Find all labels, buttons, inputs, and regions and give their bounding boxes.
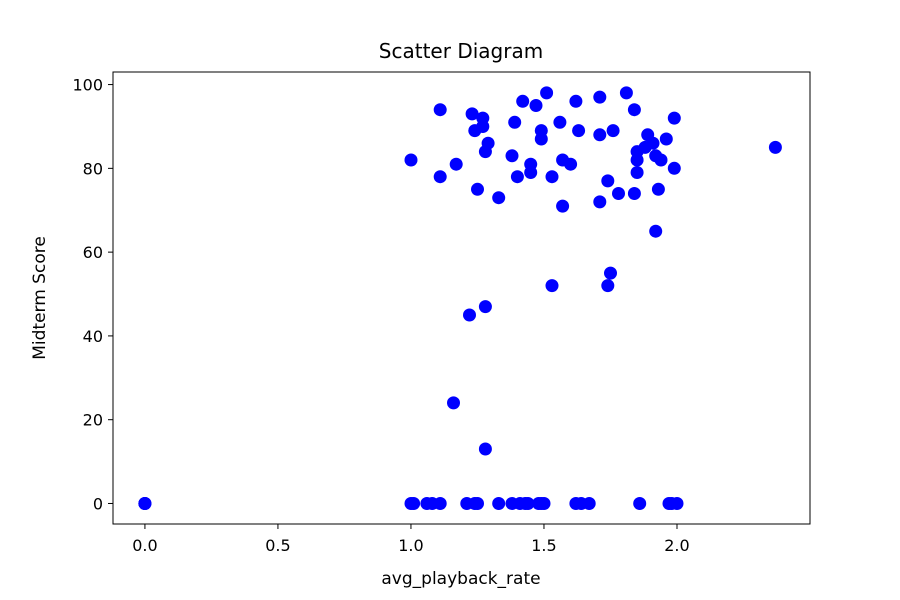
scatter-point (572, 124, 586, 138)
scatter-point (540, 86, 554, 100)
scatter-point (492, 497, 506, 510)
scatter-point (654, 153, 668, 167)
scatter-point (646, 136, 660, 150)
scatter-point (407, 497, 421, 510)
scatter-point (601, 174, 615, 188)
scatter-point (529, 99, 543, 112)
y-axis-label: Midterm Score (30, 236, 50, 360)
plot-area (138, 86, 782, 510)
scatter-point (404, 153, 418, 167)
chart-title: Scatter Diagram (379, 39, 543, 63)
x-tick-label: 0.5 (265, 536, 290, 555)
scatter-point (556, 199, 570, 213)
scatter-point (471, 182, 484, 196)
scatter-point (667, 161, 681, 175)
scatter-point (545, 279, 559, 293)
scatter-point (651, 182, 665, 196)
scatter-point (492, 191, 506, 205)
scatter-point (545, 170, 559, 184)
scatter-point (569, 94, 583, 108)
scatter-point (670, 497, 684, 510)
scatter-point (612, 187, 625, 200)
scatter-point (593, 128, 607, 142)
scatter-point (606, 124, 620, 138)
scatter-point (471, 497, 484, 510)
scatter-point (582, 497, 596, 510)
scatter-point (433, 103, 447, 117)
scatter-point (521, 497, 535, 510)
scatter-point (534, 132, 548, 146)
scatter-point (627, 187, 641, 200)
scatter-point (537, 497, 551, 510)
scatter-point (627, 103, 641, 117)
scatter-point (508, 115, 522, 129)
scatter-point (516, 94, 530, 108)
y-tick-label: 0 (93, 494, 103, 513)
y-tick-label: 80 (83, 159, 103, 178)
scatter-point (478, 300, 492, 314)
scatter-point (510, 170, 524, 184)
scatter-point (604, 266, 617, 280)
scatter-point (505, 149, 519, 163)
scatter-point (667, 111, 681, 125)
scatter-point (768, 140, 782, 154)
scatter-point (649, 224, 663, 238)
scatter-point (593, 90, 607, 104)
scatter-point (478, 442, 492, 456)
axes: 0.0 0.5 1.0 1.5 2.0 0 20 40 60 80 100 (72, 71, 811, 555)
scatter-point (465, 107, 479, 121)
scatter-point (463, 308, 476, 322)
plot-frame (112, 71, 811, 525)
scatter-point (433, 497, 447, 510)
scatter-point (630, 153, 644, 167)
y-tick-label: 60 (83, 243, 103, 262)
scatter-point (633, 497, 647, 510)
scatter-point (481, 136, 495, 150)
scatter-point (553, 115, 567, 129)
x-tick-label: 2.0 (664, 536, 689, 555)
scatter-point (619, 86, 633, 100)
y-tick-label: 40 (83, 327, 103, 346)
scatter-point (564, 157, 578, 171)
scatter-point (630, 166, 644, 179)
scatter-point (524, 166, 538, 179)
scatter-point (449, 157, 463, 171)
scatter-point (476, 120, 490, 133)
scatter-point (659, 132, 673, 146)
scatter-point (433, 170, 447, 184)
y-tick-label: 100 (72, 76, 103, 95)
y-tick-label: 20 (83, 411, 103, 430)
x-tick-label: 1.5 (531, 536, 556, 555)
scatter-point (138, 497, 152, 510)
x-axis-label: avg_playback_rate (381, 569, 540, 589)
x-tick-label: 1.0 (398, 536, 423, 555)
x-tick-label: 0.0 (132, 536, 157, 555)
scatter-point (447, 396, 460, 410)
scatter-point (601, 279, 615, 293)
scatter-point (593, 195, 607, 209)
